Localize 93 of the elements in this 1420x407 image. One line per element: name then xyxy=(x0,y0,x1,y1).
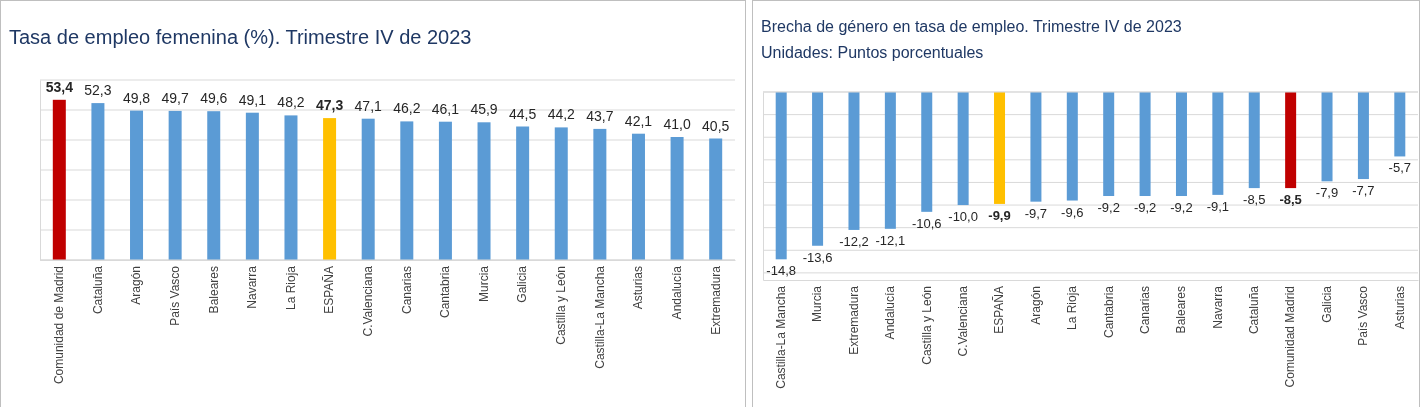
bar xyxy=(245,112,259,260)
data-label: 40,5 xyxy=(702,117,730,134)
data-label: 47,1 xyxy=(354,97,383,114)
data-label: -12,1 xyxy=(875,232,906,248)
x-tick-label: Asturias xyxy=(631,266,646,310)
x-tick-label: Andalucía xyxy=(669,265,684,320)
x-tick-label: La Rioja xyxy=(283,265,298,311)
data-label: 45,9 xyxy=(470,101,498,118)
bar xyxy=(323,118,337,260)
x-tick-label: ESPAÑA xyxy=(322,266,337,314)
x-tick-label: Murcia xyxy=(476,265,491,303)
data-label: -10,0 xyxy=(948,209,978,225)
data-label: 42,1 xyxy=(624,112,653,129)
data-label: -8,5 xyxy=(1279,192,1302,208)
bar xyxy=(438,121,452,260)
x-tick-label: Cantabria xyxy=(438,265,453,319)
bar xyxy=(631,133,645,260)
chart-title: Tasa de empleo femenina (%). Trimestre IV de 2023 xyxy=(9,26,472,48)
x-tick-label: Extremadura xyxy=(708,265,723,335)
x-tick-label: Asturias xyxy=(1392,286,1407,330)
x-tick-label: La Rioja xyxy=(1065,285,1080,331)
data-label: 46,1 xyxy=(431,100,460,117)
x-tick-label: Castilla-La Mancha xyxy=(774,285,789,389)
data-label: -9,9 xyxy=(988,207,1011,223)
data-label: -12,2 xyxy=(839,233,869,249)
data-label: -10,6 xyxy=(911,215,942,231)
data-label: 44,2 xyxy=(547,106,576,123)
bar xyxy=(91,103,105,260)
x-tick-label: Canarias xyxy=(1137,286,1152,335)
data-label: -9,1 xyxy=(1206,198,1230,214)
x-tick-label: Navarra xyxy=(245,265,260,309)
data-label: -14,8 xyxy=(766,263,797,279)
x-tick-label: Cataluña xyxy=(90,265,105,315)
x-tick-label: País Vasco xyxy=(167,265,182,326)
data-label: -9,6 xyxy=(1061,204,1084,220)
x-tick-label: Castilla y León xyxy=(554,266,569,345)
bar xyxy=(709,138,723,260)
x-tick-label: Castilla y León xyxy=(919,286,934,365)
bar xyxy=(477,122,491,260)
x-tick-label: Aragón xyxy=(129,266,144,305)
data-label: -13,6 xyxy=(802,249,833,265)
data-label: 46,2 xyxy=(393,100,421,117)
bar xyxy=(284,115,298,260)
x-tick-label: Comunidad de Madrid xyxy=(52,266,67,385)
bar xyxy=(168,110,182,260)
x-tick-label: Galicia xyxy=(1319,285,1334,323)
data-label: -8,5 xyxy=(1243,192,1266,208)
x-tick-label: Canarias xyxy=(399,266,414,315)
bar xyxy=(130,110,144,260)
x-tick-label: Navarra xyxy=(1210,285,1225,329)
bar xyxy=(516,126,530,260)
data-label: -7,7 xyxy=(1352,183,1375,199)
data-label: -7,9 xyxy=(1315,185,1339,201)
data-label: 41,0 xyxy=(663,116,691,132)
bar xyxy=(593,128,607,260)
bar xyxy=(52,99,66,260)
x-tick-label: Murcia xyxy=(810,285,825,323)
x-tick-label: ESPAÑA xyxy=(992,286,1007,334)
data-label: 47,3 xyxy=(315,97,344,114)
data-label: -9,2 xyxy=(1133,200,1157,216)
data-label: 49,6 xyxy=(200,90,228,107)
data-label: 48,2 xyxy=(277,94,305,111)
x-tick-label: Castilla-La Mancha xyxy=(592,265,607,369)
data-label: 53,4 xyxy=(45,78,74,95)
x-tick-label: Extremadura xyxy=(846,285,861,355)
data-label: 49,8 xyxy=(122,89,151,106)
x-tick-label: Baleares xyxy=(206,266,221,314)
bar xyxy=(670,137,684,260)
data-label: -9,2 xyxy=(1170,200,1193,216)
x-tick-label: Andalucía xyxy=(883,285,898,340)
data-label: -9,2 xyxy=(1097,200,1120,216)
data-label: 49,1 xyxy=(238,91,267,108)
x-tick-label: Cantabria xyxy=(1101,285,1116,339)
data-label: 49,7 xyxy=(161,89,189,106)
x-tick-label: País Vasco xyxy=(1356,285,1371,346)
bar xyxy=(207,111,221,260)
bar xyxy=(361,118,375,260)
chart-subtitle: Unidades: Puntos porcentuales xyxy=(761,44,984,61)
data-label: -9,7 xyxy=(1024,205,1048,221)
bar xyxy=(554,127,568,260)
data-label: 43,7 xyxy=(586,107,614,124)
x-tick-label: Galicia xyxy=(515,265,530,303)
bar xyxy=(400,121,414,260)
x-tick-label: C.Valenciana xyxy=(361,265,376,337)
x-tick-label: Comunidad Madrid xyxy=(1283,286,1298,388)
x-tick-label: Aragón xyxy=(1028,286,1043,325)
x-tick-label: Baleares xyxy=(1174,286,1189,334)
data-label: 44,5 xyxy=(509,105,537,122)
chart-title: Brecha de género en tasa de empleo. Trimestre IV de 2023 xyxy=(761,18,1182,35)
data-label: 52,3 xyxy=(84,82,112,99)
x-tick-label: C.Valenciana xyxy=(955,285,970,357)
data-label: -5,7 xyxy=(1388,160,1412,176)
x-tick-label: Cataluña xyxy=(1247,285,1262,335)
